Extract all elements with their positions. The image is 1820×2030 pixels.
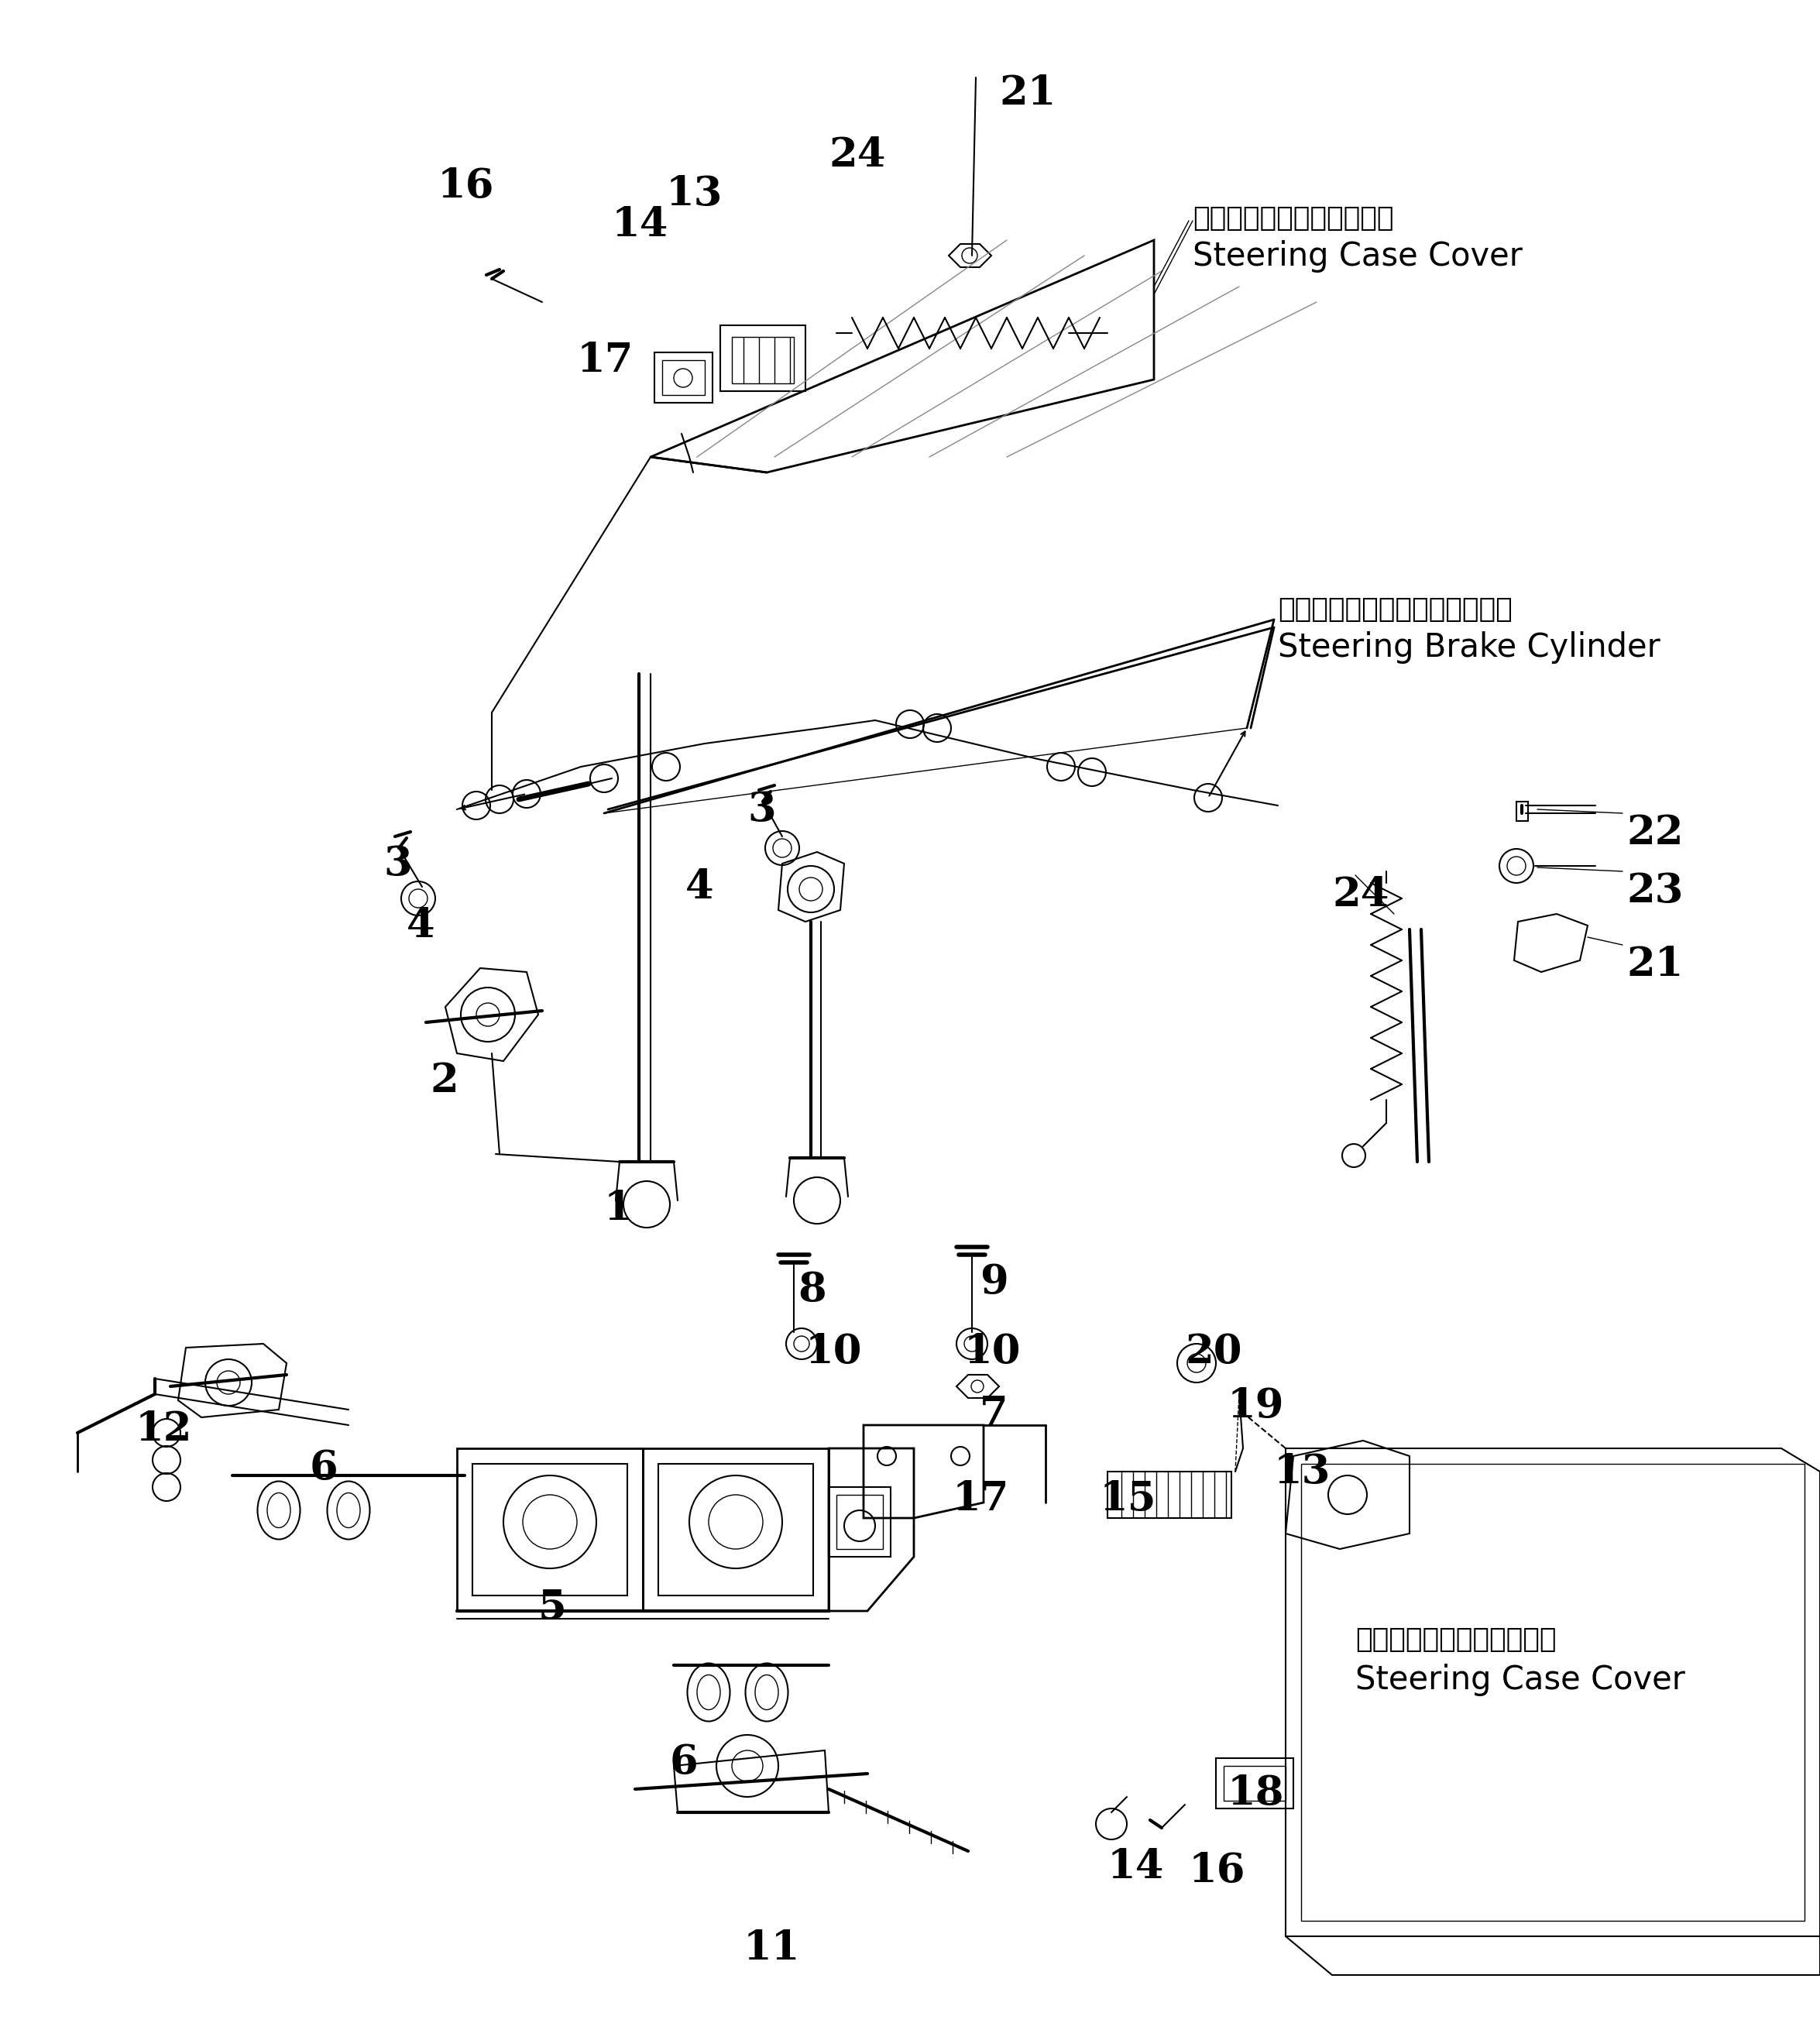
- Text: 14: 14: [1108, 1847, 1165, 1886]
- Text: Steering Brake Cylinder: Steering Brake Cylinder: [1278, 631, 1660, 664]
- Text: 12: 12: [135, 1409, 193, 1449]
- Bar: [721, 325, 806, 392]
- Text: 16: 16: [437, 166, 495, 205]
- Text: 22: 22: [1627, 814, 1684, 853]
- Bar: [473, 1464, 628, 1596]
- Text: 3: 3: [384, 844, 411, 883]
- Text: ステアリングケースカバー: ステアリングケースカバー: [1356, 1626, 1556, 1652]
- Bar: [655, 353, 712, 402]
- Text: ステアリングケースカバー: ステアリングケースカバー: [1192, 205, 1394, 231]
- Text: 7: 7: [979, 1395, 1008, 1433]
- Text: 18: 18: [1227, 1774, 1285, 1813]
- Text: 15: 15: [1099, 1480, 1158, 1518]
- Text: 21: 21: [999, 73, 1056, 114]
- Text: 3: 3: [748, 790, 775, 830]
- Bar: [659, 1464, 814, 1596]
- Text: 24: 24: [828, 136, 886, 175]
- Bar: [1516, 802, 1529, 820]
- Bar: [1216, 1758, 1294, 1809]
- Text: 9: 9: [979, 1263, 1008, 1301]
- Bar: [837, 1494, 883, 1549]
- Text: 1: 1: [604, 1190, 633, 1228]
- Text: 17: 17: [952, 1480, 1010, 1518]
- Bar: [732, 337, 794, 384]
- Text: 8: 8: [797, 1271, 826, 1309]
- Text: 10: 10: [965, 1332, 1021, 1372]
- Text: 24: 24: [1332, 875, 1389, 916]
- Text: ステアリングブレーキシリンダ: ステアリングブレーキシリンダ: [1278, 597, 1512, 623]
- Bar: [1223, 1766, 1285, 1801]
- Bar: [642, 1447, 828, 1612]
- Text: 19: 19: [1227, 1386, 1285, 1425]
- Text: 13: 13: [666, 175, 723, 213]
- Text: 14: 14: [612, 205, 668, 246]
- Text: 16: 16: [1188, 1851, 1245, 1890]
- Text: Steering Case Cover: Steering Case Cover: [1192, 240, 1523, 272]
- Text: 11: 11: [744, 1928, 801, 1967]
- Bar: [828, 1488, 890, 1557]
- Bar: [457, 1447, 642, 1612]
- Text: 6: 6: [670, 1742, 699, 1782]
- Text: 20: 20: [1185, 1332, 1241, 1372]
- Text: 23: 23: [1627, 871, 1684, 911]
- Text: 2: 2: [430, 1062, 459, 1100]
- Text: 10: 10: [806, 1332, 863, 1372]
- Text: 4: 4: [406, 905, 435, 946]
- Text: 5: 5: [539, 1587, 566, 1628]
- Text: Steering Case Cover: Steering Case Cover: [1356, 1665, 1685, 1697]
- Bar: [1108, 1472, 1232, 1518]
- Text: 6: 6: [309, 1447, 339, 1488]
- Text: 17: 17: [577, 341, 633, 380]
- Text: 21: 21: [1627, 944, 1684, 985]
- Text: 4: 4: [686, 867, 713, 907]
- Bar: [662, 359, 704, 396]
- Text: 13: 13: [1274, 1451, 1330, 1492]
